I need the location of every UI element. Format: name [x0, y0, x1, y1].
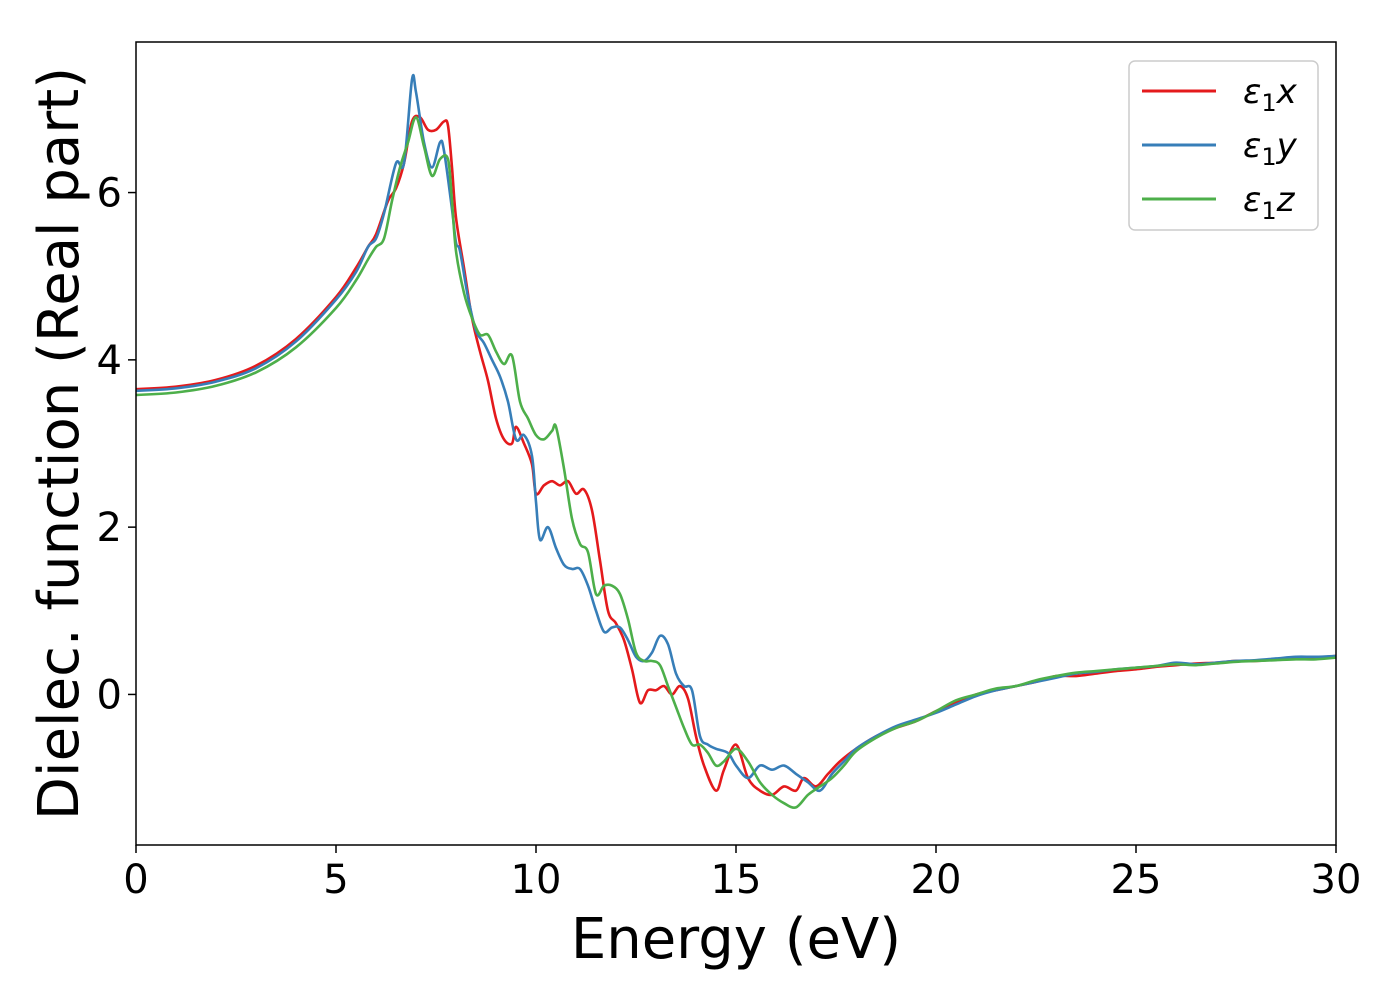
series-line-z: [136, 115, 1336, 809]
x-tick-label: 30: [1311, 857, 1362, 903]
x-tick-label: 10: [511, 857, 562, 903]
y-axis: 0 2 4 6: [97, 171, 136, 718]
legend-box: [1128, 60, 1319, 231]
series-line-y: [136, 73, 1336, 793]
legend-item-z: ε1z: [1142, 180, 1296, 225]
x-tick-label: 5: [323, 857, 348, 903]
x-axis-title: Energy (eV): [571, 907, 901, 972]
y-tick-label: 2: [97, 505, 122, 551]
legend-item-x: ε1x: [1142, 72, 1298, 117]
x-tick-label: 25: [1111, 857, 1162, 903]
y-tick-label: 4: [97, 338, 122, 384]
legend-label: ε1z: [1243, 180, 1296, 225]
legend-label: ε1x: [1243, 72, 1298, 117]
x-tick-label: 15: [711, 857, 762, 903]
legend-item-y: ε1y: [1142, 126, 1298, 171]
y-tick-label: 6: [97, 171, 122, 217]
series-layer: [136, 73, 1336, 809]
y-axis-title: Dielec. function (Real part): [27, 67, 92, 820]
x-tick-label: 20: [911, 857, 962, 903]
legend: ε1x ε1y ε1z: [1128, 60, 1319, 231]
y-tick-label: 0: [97, 672, 122, 718]
legend-label: ε1y: [1243, 126, 1298, 171]
x-tick-label: 0: [123, 857, 148, 903]
x-axis: 0 5 10 15 20 25 30: [123, 845, 1361, 903]
